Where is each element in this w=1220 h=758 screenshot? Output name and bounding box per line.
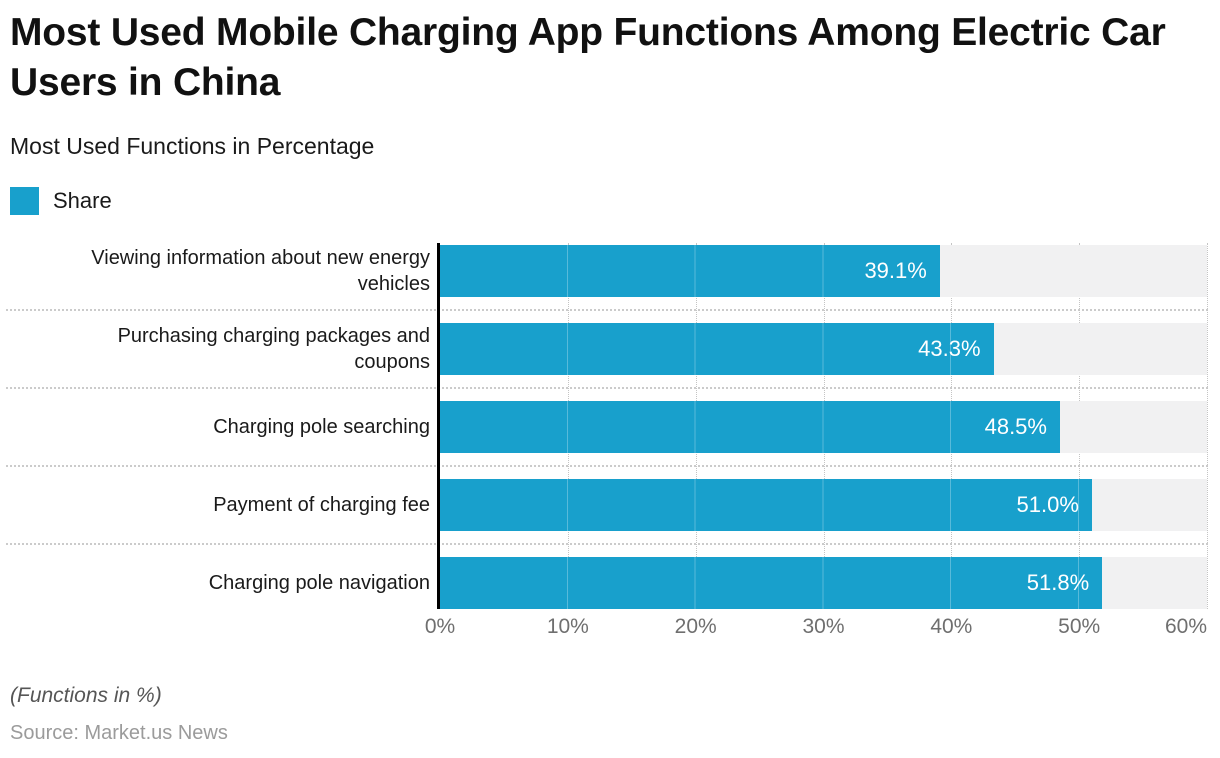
x-tick-label: 30% bbox=[802, 615, 845, 638]
bar-value-label: 39.1% bbox=[864, 258, 927, 283]
gridline-60pct bbox=[1207, 243, 1208, 609]
row-separator bbox=[6, 309, 1208, 311]
category-label: Charging pole searching bbox=[213, 416, 430, 438]
bar-value-label: 48.5% bbox=[984, 414, 1047, 439]
bar-track: 43.3% bbox=[440, 323, 1207, 375]
bar-value-label: 43.3% bbox=[918, 336, 981, 361]
legend: Share bbox=[10, 187, 112, 215]
category-label: Purchasing charging packages and coupons bbox=[117, 325, 430, 373]
bar-track: 51.0% bbox=[440, 479, 1207, 531]
x-tick-label: 0% bbox=[424, 615, 456, 638]
category-label: Payment of charging fee bbox=[213, 494, 430, 516]
x-tick-label: 10% bbox=[546, 615, 589, 638]
bar-track: 39.1% bbox=[440, 245, 1207, 297]
row-separator bbox=[6, 465, 1208, 467]
x-tick-label: 20% bbox=[674, 615, 717, 638]
x-axis-ticks: 0% 10% 20% 30% 40% 50% 60% bbox=[425, 615, 1207, 645]
bar-value-label: 51.8% bbox=[1026, 570, 1090, 595]
y-axis-line bbox=[437, 243, 440, 609]
category-label: Charging pole navigation bbox=[208, 572, 430, 594]
chart-subtitle: Most Used Functions in Percentage bbox=[10, 133, 375, 159]
row-separator bbox=[6, 387, 1208, 389]
bar-track: 48.5% bbox=[440, 401, 1207, 453]
row-separator bbox=[6, 543, 1208, 545]
x-tick-label: 50% bbox=[1058, 615, 1101, 638]
x-tick-label: 40% bbox=[930, 615, 973, 638]
category-label: Viewing information about new energy veh… bbox=[91, 247, 430, 295]
source-credit: Source: Market.us News bbox=[10, 722, 228, 744]
footnote: (Functions in %) bbox=[10, 684, 162, 707]
legend-swatch-icon bbox=[10, 187, 39, 215]
legend-label: Share bbox=[53, 188, 112, 213]
page-title: Most Used Mobile Charging App Functions … bbox=[10, 11, 1166, 104]
bar-track: 51.8% bbox=[440, 557, 1207, 609]
bar: 51.8% bbox=[440, 557, 1103, 609]
bar-value-label: 51.0% bbox=[1016, 492, 1079, 517]
bar: 43.3% bbox=[440, 323, 994, 375]
bar: 39.1% bbox=[440, 245, 940, 297]
x-tick-label: 60% bbox=[1164, 615, 1207, 638]
bar: 48.5% bbox=[440, 401, 1060, 453]
bar: 51.0% bbox=[440, 479, 1092, 531]
